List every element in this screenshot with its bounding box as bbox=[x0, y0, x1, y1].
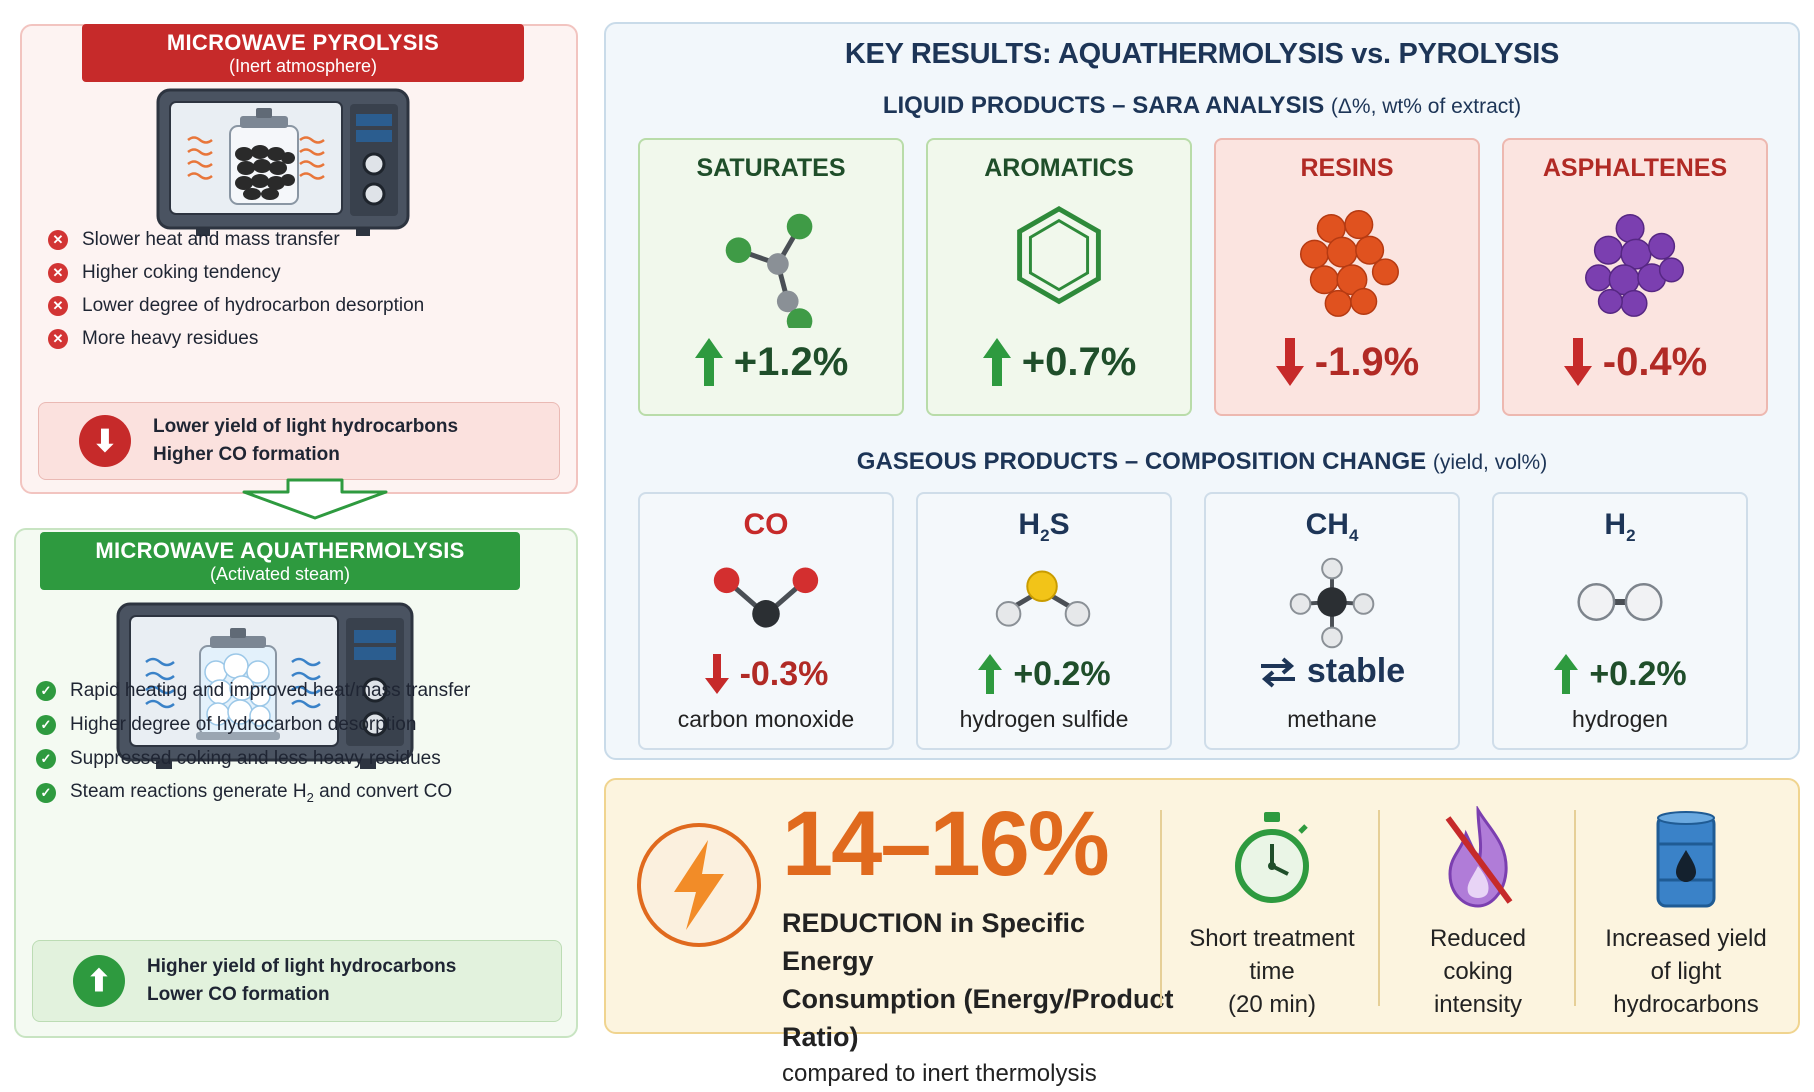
pyrolysis-summary: ⬇ Lower yield of light hydrocarbons High… bbox=[38, 402, 560, 480]
h2-formula: H2 bbox=[1604, 508, 1636, 545]
aquathermolysis-summary-line2: Lower CO formation bbox=[147, 984, 330, 1005]
reduced-coking-feature: Reduced coking intensity bbox=[1390, 800, 1566, 1021]
asphaltene-cluster-icon bbox=[1585, 213, 1685, 317]
gaseous-products-heading: GASEOUS PRODUCTS – COMPOSITION CHANGE (y… bbox=[856, 448, 1548, 475]
key-results-title: KEY RESULTS: AQUATHERMOLYSIS vs. PYROLYS… bbox=[844, 38, 1560, 70]
exchange-arrows-icon bbox=[1260, 656, 1295, 688]
arrow-up-icon bbox=[982, 338, 1011, 386]
arrow-up-icon bbox=[694, 338, 723, 386]
liquid-products-heading: LIQUID PRODUCTS – SARA ANALYSIS (Δ%, wt%… bbox=[882, 92, 1522, 119]
list-item: ✕ More heavy residues bbox=[48, 322, 424, 355]
stopwatch-icon bbox=[1235, 812, 1309, 903]
arrow-down-circle-icon: ⬇ bbox=[79, 415, 131, 467]
x-circle-icon: ✕ bbox=[48, 229, 68, 250]
h2-card: H2 +0.2% hydrogen bbox=[1492, 492, 1748, 750]
x-circle-icon: ✕ bbox=[48, 295, 68, 316]
h2-change: +0.2% bbox=[1589, 654, 1687, 693]
co-molecule-icon bbox=[713, 567, 819, 628]
ch4-label: methane bbox=[1287, 706, 1377, 732]
arrow-down-icon bbox=[1563, 338, 1592, 386]
resin-cluster-icon bbox=[1299, 210, 1399, 317]
resins-name: RESINS bbox=[1300, 154, 1394, 182]
saturates-name: SATURATES bbox=[696, 154, 846, 182]
check-circle-icon: ✓ bbox=[36, 715, 56, 735]
list-item: ✓ Rapid heating and improved heat/mass tr… bbox=[36, 674, 470, 708]
aquathermolysis-title: MICROWAVE AQUATHERMOLYSIS bbox=[95, 538, 465, 563]
resins-change: -1.9% bbox=[1314, 339, 1420, 384]
benzene-ring-icon bbox=[1017, 205, 1101, 305]
aquathermolysis-benefits-list: ✓ Rapid heating and improved heat/mass tr… bbox=[36, 674, 470, 810]
co-formula: CO bbox=[743, 508, 789, 541]
aquathermolysis-summary: ⬆ Higher yield of light hydrocarbons Low… bbox=[32, 940, 562, 1022]
pyrolysis-summary-line2: Higher CO formation bbox=[153, 444, 340, 465]
arrow-down-icon bbox=[1275, 338, 1304, 386]
ch4-card: CH4 stable methane bbox=[1204, 492, 1460, 750]
check-circle-icon: ✓ bbox=[36, 783, 56, 803]
hydrogen-molecule-icon bbox=[1577, 583, 1663, 621]
oil-barrel-icon bbox=[1656, 811, 1716, 908]
h2s-formula: H2S bbox=[1018, 508, 1070, 545]
saturates-card: SATURATES +1.2% bbox=[638, 138, 904, 416]
divider bbox=[1378, 810, 1380, 1006]
list-item: ✓ Steam reactions generate H2 and convert… bbox=[36, 776, 470, 810]
pyrolysis-subtitle: (Inert atmosphere) bbox=[228, 56, 378, 76]
h2s-molecule-icon bbox=[995, 570, 1091, 627]
aquathermolysis-subtitle: (Activated steam) bbox=[209, 564, 351, 584]
list-item: ✓ Higher degree of hydrocarbon desorption bbox=[36, 708, 470, 742]
check-circle-icon: ✓ bbox=[36, 681, 56, 701]
arrow-up-icon bbox=[1554, 654, 1579, 694]
pyrolysis-header: MICROWAVE PYROLYSIS (Inert atmosphere) bbox=[82, 24, 524, 82]
ch4-change: stable bbox=[1306, 652, 1406, 690]
pyrolysis-summary-line1: Lower yield of light hydrocarbons bbox=[153, 416, 459, 437]
h2s-change: +0.2% bbox=[1013, 654, 1111, 693]
saturates-change: +1.2% bbox=[733, 339, 849, 384]
lightning-bolt-icon bbox=[637, 823, 761, 947]
co-card: CO -0.3% carbon monoxide bbox=[638, 492, 894, 750]
energy-reduction-value: 14–16% bbox=[782, 793, 1110, 895]
aromatics-card: AROMATICS +0.7% bbox=[926, 138, 1192, 416]
divider bbox=[1160, 810, 1162, 1006]
alkane-molecule-icon bbox=[725, 213, 813, 328]
asphaltenes-card: ASPHALTENES -0.4% bbox=[1502, 138, 1768, 416]
asphaltenes-name: ASPHALTENES bbox=[1542, 154, 1728, 182]
resins-card: RESINS -1.9% bbox=[1214, 138, 1480, 416]
list-item: ✕ Higher coking tendency bbox=[48, 256, 424, 289]
energy-reduction-description: REDUCTION in Specific Energy Consumption… bbox=[782, 908, 1174, 1087]
h2-label: hydrogen bbox=[1572, 706, 1668, 732]
list-item: ✕ Slower heat and mass transfer bbox=[48, 223, 424, 256]
co-label: carbon monoxide bbox=[677, 706, 855, 732]
no-flame-icon bbox=[1445, 806, 1513, 908]
arrow-up-circle-icon: ⬆ bbox=[73, 955, 125, 1007]
co-change: -0.3% bbox=[739, 654, 829, 693]
aquathermolysis-panel: MICROWAVE AQUATHERMOLYSIS (Activated ste… bbox=[14, 528, 578, 1038]
pyrolysis-title: MICROWAVE PYROLYSIS bbox=[166, 30, 440, 55]
pyrolysis-panel: MICROWAVE PYROLYSIS (Inert atmosphere) ✕… bbox=[20, 24, 578, 494]
arrow-down-icon bbox=[704, 654, 729, 694]
h2s-card: H2S +0.2% hydrogen sulfide bbox=[916, 492, 1172, 750]
aquathermolysis-header: MICROWAVE AQUATHERMOLYSIS (Activated ste… bbox=[40, 532, 520, 590]
flow-arrow-down-icon bbox=[242, 478, 388, 520]
list-item: ✓ Suppressed coking and less heavy residu… bbox=[36, 742, 470, 776]
treatment-time-feature: Short treatment time (20 min) bbox=[1172, 800, 1372, 1021]
check-circle-icon: ✓ bbox=[36, 749, 56, 769]
aromatics-change: +0.7% bbox=[1021, 339, 1137, 384]
x-circle-icon: ✕ bbox=[48, 262, 68, 283]
aromatics-name: AROMATICS bbox=[984, 154, 1134, 182]
energy-reduction-panel: 14–16% REDUCTION in Specific Energy Cons… bbox=[604, 778, 1800, 1087]
key-results-panel: KEY RESULTS: AQUATHERMOLYSIS vs. PYROLYS… bbox=[604, 22, 1800, 760]
aquathermolysis-summary-line1: Higher yield of light hydrocarbons bbox=[147, 956, 457, 977]
ch4-formula: CH4 bbox=[1305, 508, 1359, 545]
asphaltenes-change: -0.4% bbox=[1602, 339, 1708, 384]
pyrolysis-drawbacks-list: ✕ Slower heat and mass transfer ✕ Higher c… bbox=[48, 223, 424, 355]
arrow-up-icon bbox=[978, 654, 1003, 694]
microwave-pyrolysis-icon bbox=[156, 88, 410, 236]
microwave-aquathermolysis-icon bbox=[116, 602, 414, 769]
h2s-label: hydrogen sulfide bbox=[959, 706, 1129, 732]
x-circle-icon: ✕ bbox=[48, 328, 68, 349]
increased-yield-feature: Increased yield of light hydrocarbons bbox=[1586, 800, 1786, 1021]
list-item: ✕ Lower degree of hydrocarbon desorption bbox=[48, 289, 424, 322]
methane-molecule-icon bbox=[1289, 557, 1375, 649]
divider bbox=[1574, 810, 1576, 1006]
